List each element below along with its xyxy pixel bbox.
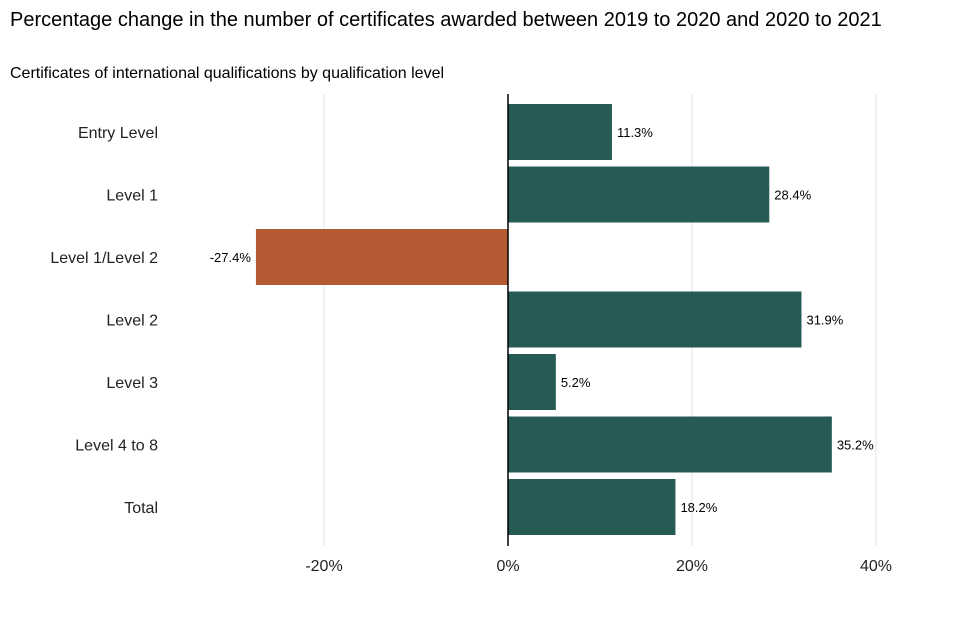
data-labels: 11.3% 28.4% -27.4% 31.9% 5.2% 35.2% 18.2% [210,125,874,515]
category-labels: Entry Level Level 1 Level 1/Level 2 Level 2… [50,125,158,517]
chart-subtitle: Certificates of international qualificat… [10,65,445,82]
category-label: Level 1 [106,188,158,205]
bar [508,166,770,223]
data-label: 28.4% [774,188,811,203]
category-label: Total [124,500,158,517]
data-label: 11.3% [617,125,653,140]
data-label: 5.2% [561,375,591,390]
data-label: 35.2% [837,438,874,453]
bar [508,291,802,348]
category-label: Level 1/Level 2 [50,250,158,267]
x-tick-label: 0% [496,558,519,575]
bar [508,416,832,473]
x-axis-tick-labels: -20% 0% 20% 40% [305,558,892,575]
x-tick-label: 20% [676,558,708,575]
x-tick-label: 40% [860,558,892,575]
category-label: Level 2 [106,313,158,330]
bars [255,104,832,535]
data-label: -27.4% [210,250,252,265]
bar [508,479,676,535]
category-label: Level 4 to 8 [75,438,158,455]
x-tick-label: -20% [305,558,342,575]
data-label: 31.9% [806,313,843,328]
data-label: 18.2% [680,500,717,515]
chart-title: Percentage change in the number of certi… [10,9,882,31]
bar [255,229,508,285]
bar [508,354,556,410]
bar [508,104,612,160]
category-label: Entry Level [78,125,158,142]
category-label: Level 3 [106,375,158,392]
